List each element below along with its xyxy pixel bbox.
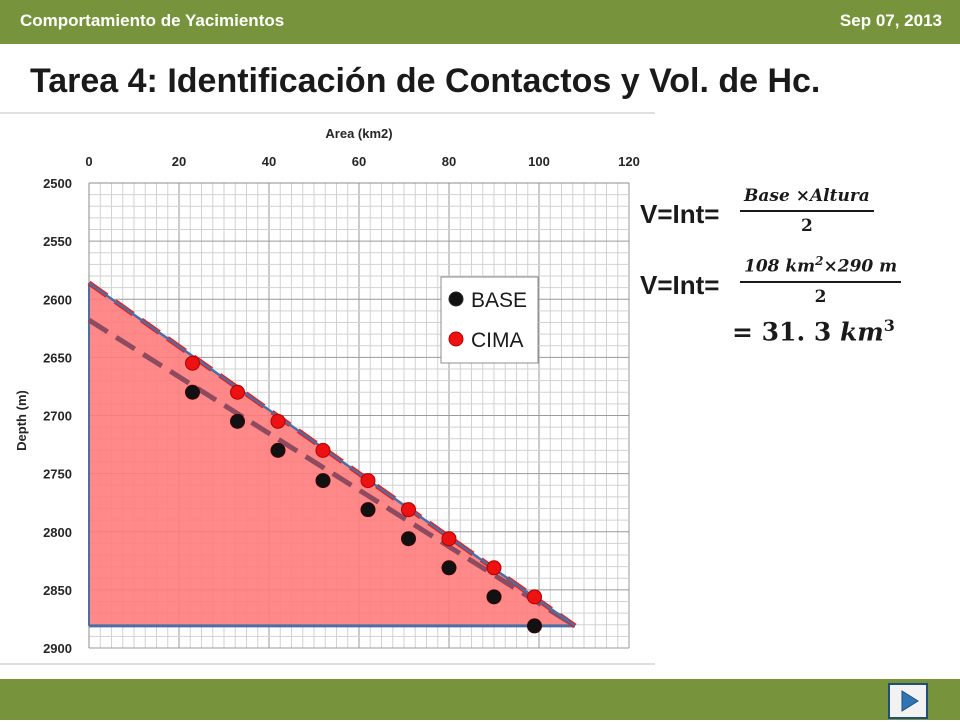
legend-label-base: BASE [471,289,527,312]
point-base [360,502,376,518]
point-base [527,618,542,634]
formula-lhs-1: V=Int= [640,199,720,229]
axis-ticks: 0 20 40 60 80 100 120 2500 2550 2600 2650 2700 2750 2… [43,154,640,656]
course-title: Comportamiento de Yacimientos [20,11,285,30]
play-arrow-icon [901,690,919,712]
footer-bar [0,679,960,720]
fraction-2-denominator: 2 [814,286,827,307]
x-tick-label: 120 [618,154,640,169]
point-base [401,531,416,547]
point-cima [527,589,542,605]
point-cima [441,531,457,547]
point-cima [360,473,376,489]
x-tick-label: 0 [85,154,92,169]
legend-box [440,276,539,364]
result-unit-exp: 3 [883,316,895,335]
y-tick-label: 2900 [43,641,72,656]
point-base [185,384,200,400]
header-date: Sep 07, 2013 [839,11,942,30]
formula-lhs-2: V=Int= [640,270,720,300]
numerator-times: × [789,186,810,206]
header-bar: Comportamiento de Yacimientos Sep 07, 20… [0,0,960,44]
formula-result: = 31. 3 km3 [732,316,895,346]
y-tick-label: 2650 [43,350,72,365]
x-tick-label: 80 [442,154,456,169]
fraction-1-denominator: 2 [800,216,813,236]
formula-fraction-2: 108 km2×290 m 2 [740,254,902,307]
legend-label-cima: CIMA [471,329,524,352]
x-tick-label: 100 [528,154,550,169]
fraction-1-numerator: Base ×Altura [740,186,874,212]
point-cima [486,560,502,576]
point-cima [401,502,416,518]
y-tick-label: 2850 [43,583,72,598]
point-cima [185,355,200,371]
x-tick-label: 20 [172,154,186,169]
y-tick-label: 2800 [43,525,72,540]
legend-marker-base [448,291,464,307]
numerator-height: ×290 m [823,256,898,277]
legend-marker-cima [448,331,464,347]
result-value: = 31. 3 [732,317,840,347]
point-base [486,589,502,605]
x-tick-label: 60 [352,154,366,169]
y-tick-label: 2700 [43,409,72,424]
formula-fraction-1: Base ×Altura 2 [740,186,874,236]
y-tick-label: 2600 [43,292,72,307]
point-base [315,473,331,489]
y-tick-label: 2550 [43,234,72,249]
y-tick-label: 2500 [43,176,72,191]
point-cima [270,413,286,429]
numerator-base: Base [744,186,790,206]
point-base [230,413,245,429]
x-axis-label: Area (km2) [325,126,392,141]
result-unit: km [839,317,884,347]
numerator-area: 108 km [744,256,816,277]
y-tick-label: 2750 [43,467,72,482]
x-tick-label: 40 [262,154,276,169]
data-points [185,355,542,634]
point-cima [230,384,245,400]
point-cima [315,442,331,458]
fraction-2-numerator: 108 km2×290 m [740,254,902,283]
y-axis-label: Depth (m) [14,390,29,451]
numerator-altura: Altura [809,186,870,206]
page-title: Tarea 4: Identificación de Contactos y V… [30,62,821,100]
next-slide-button[interactable] [888,683,928,719]
chart-legend: BASE CIMA [440,276,539,364]
numerator-area-exp: 2 [815,254,824,268]
point-base [270,442,286,458]
point-base [441,560,457,576]
depth-area-chart: 0 20 40 60 80 100 120 2500 2550 2600 2650 2700 2750 2… [0,112,655,665]
